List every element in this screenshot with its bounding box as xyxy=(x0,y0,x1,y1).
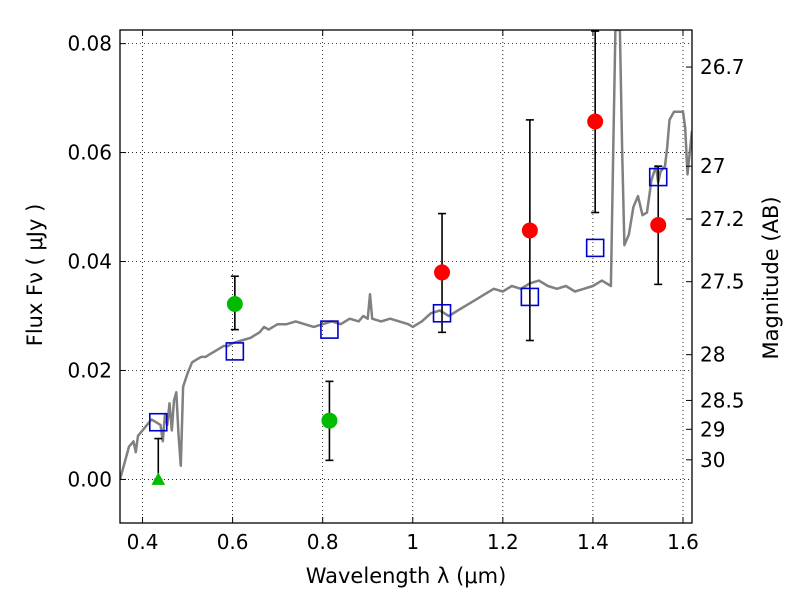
magnitude-tick-label: 27.5 xyxy=(700,270,745,294)
y-tick-label: 0.06 xyxy=(67,141,112,165)
synthetic-point xyxy=(648,167,668,187)
x-tick-label: 0.4 xyxy=(127,530,159,554)
model-spectrum-line xyxy=(120,30,692,480)
x-tick-label: 0.6 xyxy=(217,530,249,554)
magnitude-axis-ticks: 26.7 27 27.2 27.5 28 28.5 29 30 xyxy=(686,55,745,472)
observed-point xyxy=(226,296,243,313)
y-axis-title: Flux Fν ( μJy ) xyxy=(23,204,47,347)
synthetic-point xyxy=(148,412,168,432)
observed-point xyxy=(434,264,451,281)
y-tick-label: 0.04 xyxy=(67,250,112,274)
synthetic-point xyxy=(225,342,245,361)
grid-lines xyxy=(120,30,692,523)
synthetic-point xyxy=(520,287,540,307)
observed-point xyxy=(321,412,338,429)
x-tick-label: 1.6 xyxy=(667,530,699,554)
x-tick-label: 1.2 xyxy=(487,530,519,554)
magnitude-tick-label: 27.2 xyxy=(700,207,745,231)
magnitude-tick-label: 27 xyxy=(700,154,725,178)
x-tick-label: 1 xyxy=(406,530,419,554)
synthetic-points-layer xyxy=(148,167,668,432)
x-tick-label: 1.4 xyxy=(577,530,609,554)
x-tick-label: 0.8 xyxy=(307,530,339,554)
observed-point xyxy=(650,217,667,234)
y-tick-label: 0.02 xyxy=(67,358,112,382)
magnitude-tick-label: 29 xyxy=(700,417,725,441)
model-spectrum-layer xyxy=(120,30,692,480)
synthetic-point xyxy=(432,303,452,323)
magnitude-tick-label: 28 xyxy=(700,343,725,367)
magnitude-tick-label: 28.5 xyxy=(700,388,745,412)
plot-frame xyxy=(119,29,693,524)
observed-points-layer xyxy=(151,113,667,485)
y-tick-label: 0.08 xyxy=(67,32,112,56)
synthetic-point xyxy=(320,320,339,339)
magnitude-tick-label: 30 xyxy=(700,448,725,472)
y-tick-label: 0.00 xyxy=(67,467,112,491)
observed-point-upper-limit xyxy=(151,472,166,485)
observed-point xyxy=(521,222,538,239)
magnitude-tick-label: 26.7 xyxy=(700,55,745,79)
magnitude-axis-title: Magnitude (AB) xyxy=(759,196,783,359)
synthetic-point xyxy=(585,238,605,258)
y-axis-ticks: 0.00 0.02 0.04 0.06 0.08 xyxy=(67,32,126,491)
x-axis-ticks: 0.4 0.6 0.8 1 1.2 1.4 1.6 xyxy=(127,30,699,554)
x-axis-title: Wavelength λ (μm) xyxy=(306,564,507,588)
observed-point xyxy=(587,113,604,130)
